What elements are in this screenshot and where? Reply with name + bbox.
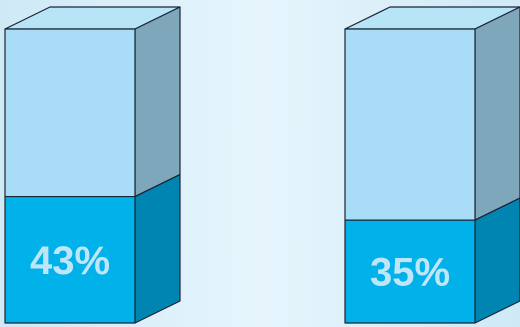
bar-front-empty — [4, 28, 136, 198]
bar-filled-segment — [344, 219, 476, 324]
bar-side-empty — [134, 6, 181, 198]
bar-column-2: 35% — [344, 6, 520, 324]
bar-filled-segment — [4, 195, 136, 324]
bar-side-filled — [134, 173, 181, 324]
data-label: 43% — [30, 239, 110, 283]
bar-column-1: 43% — [4, 6, 181, 324]
bar-side-filled — [474, 197, 520, 324]
bar-side-empty — [474, 6, 520, 221]
columns-group: 43% 35% — [4, 6, 520, 324]
bar-front-empty — [344, 28, 476, 221]
data-label: 35% — [370, 251, 450, 295]
